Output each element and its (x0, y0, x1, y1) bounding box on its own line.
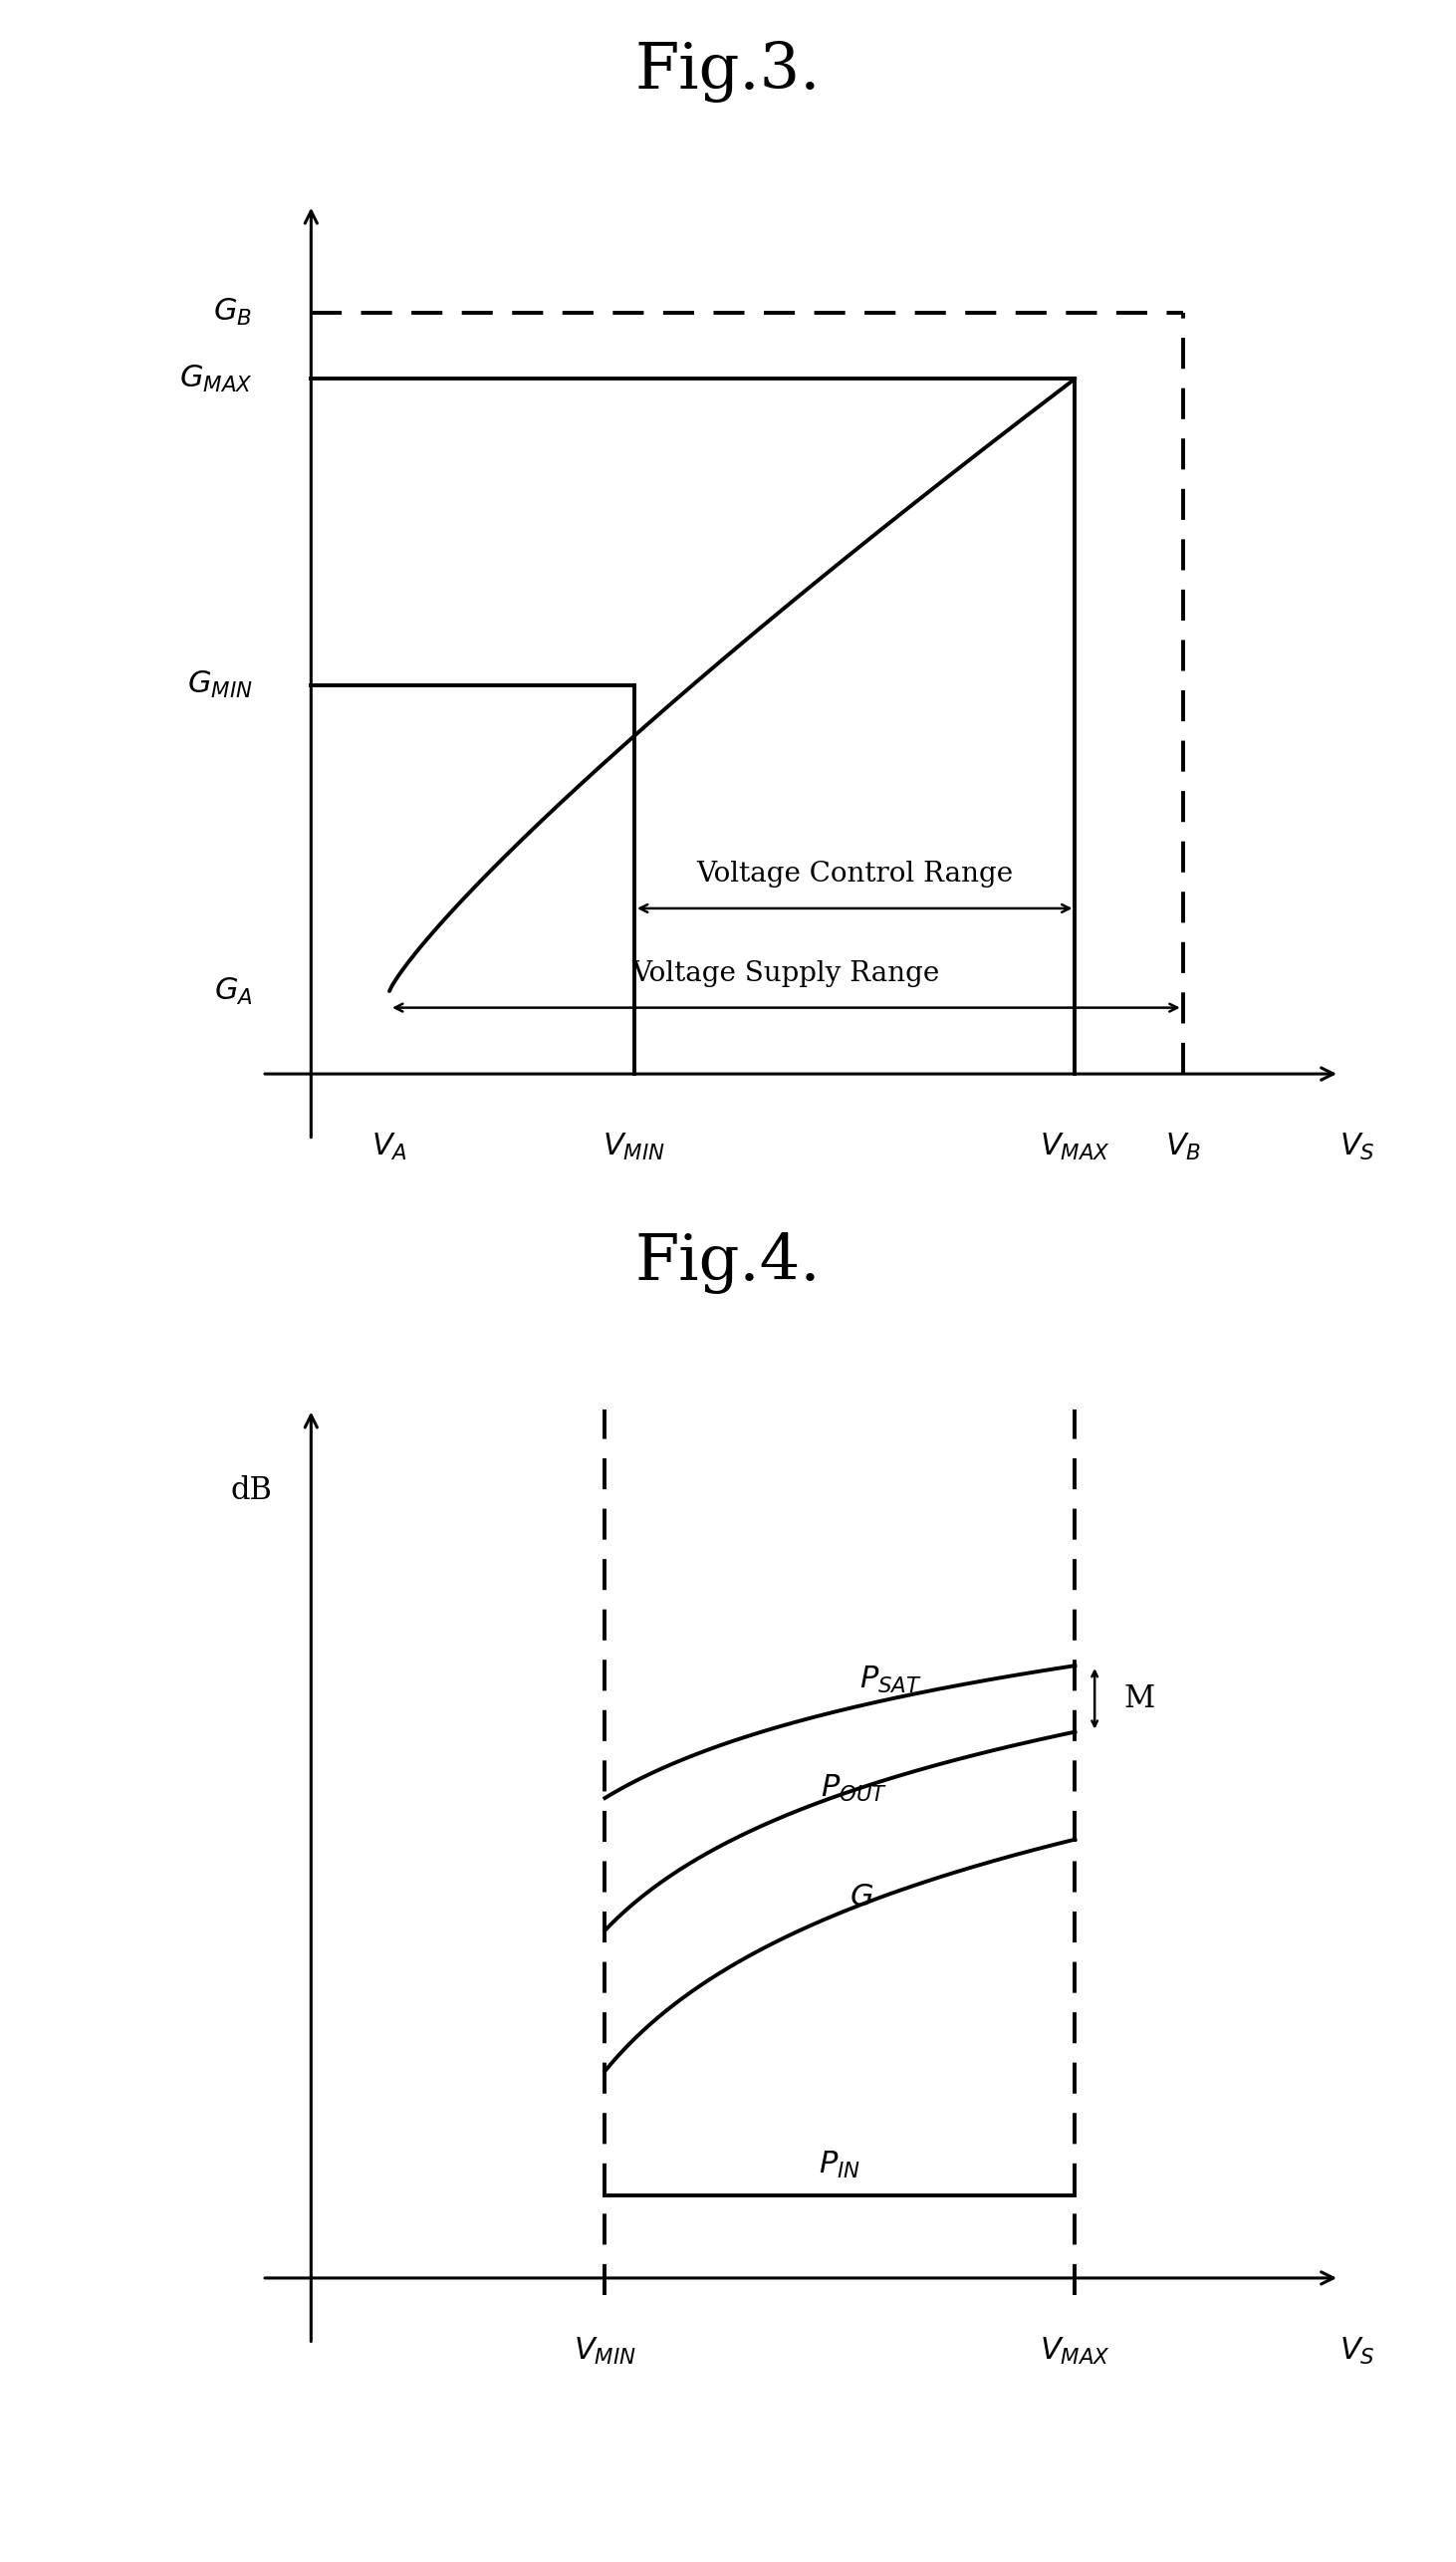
Text: $V_B$: $V_B$ (1165, 1132, 1201, 1163)
Text: $G_{MIN}$: $G_{MIN}$ (186, 669, 252, 699)
Text: Fig.4.: Fig.4. (635, 1232, 821, 1294)
Text: $G_{MAX}$: $G_{MAX}$ (179, 364, 252, 395)
Text: Fig.3.: Fig.3. (635, 41, 821, 102)
Text: $V_S$: $V_S$ (1340, 1132, 1374, 1163)
Text: Voltage Supply Range: Voltage Supply Range (632, 961, 941, 986)
Text: $V_S$: $V_S$ (1340, 2337, 1374, 2367)
Text: $P_{SAT}$: $P_{SAT}$ (859, 1665, 922, 1696)
Text: $P_{OUT}$: $P_{OUT}$ (820, 1773, 887, 1804)
Text: $G_B$: $G_B$ (214, 297, 252, 328)
Text: M: M (1124, 1683, 1155, 1714)
Text: $V_{MAX}$: $V_{MAX}$ (1040, 1132, 1111, 1163)
Text: Voltage Control Range: Voltage Control Range (696, 861, 1013, 886)
Text: $V_{MIN}$: $V_{MIN}$ (574, 2337, 636, 2367)
Text: $V_A$: $V_A$ (371, 1132, 408, 1163)
Text: $V_{MAX}$: $V_{MAX}$ (1040, 2337, 1111, 2367)
Text: $G$: $G$ (850, 1881, 874, 1914)
Text: $V_{MIN}$: $V_{MIN}$ (603, 1132, 665, 1163)
Text: $G_A$: $G_A$ (214, 976, 252, 1007)
Text: dB: dB (230, 1476, 272, 1506)
Text: $P_{IN}$: $P_{IN}$ (820, 2150, 860, 2180)
